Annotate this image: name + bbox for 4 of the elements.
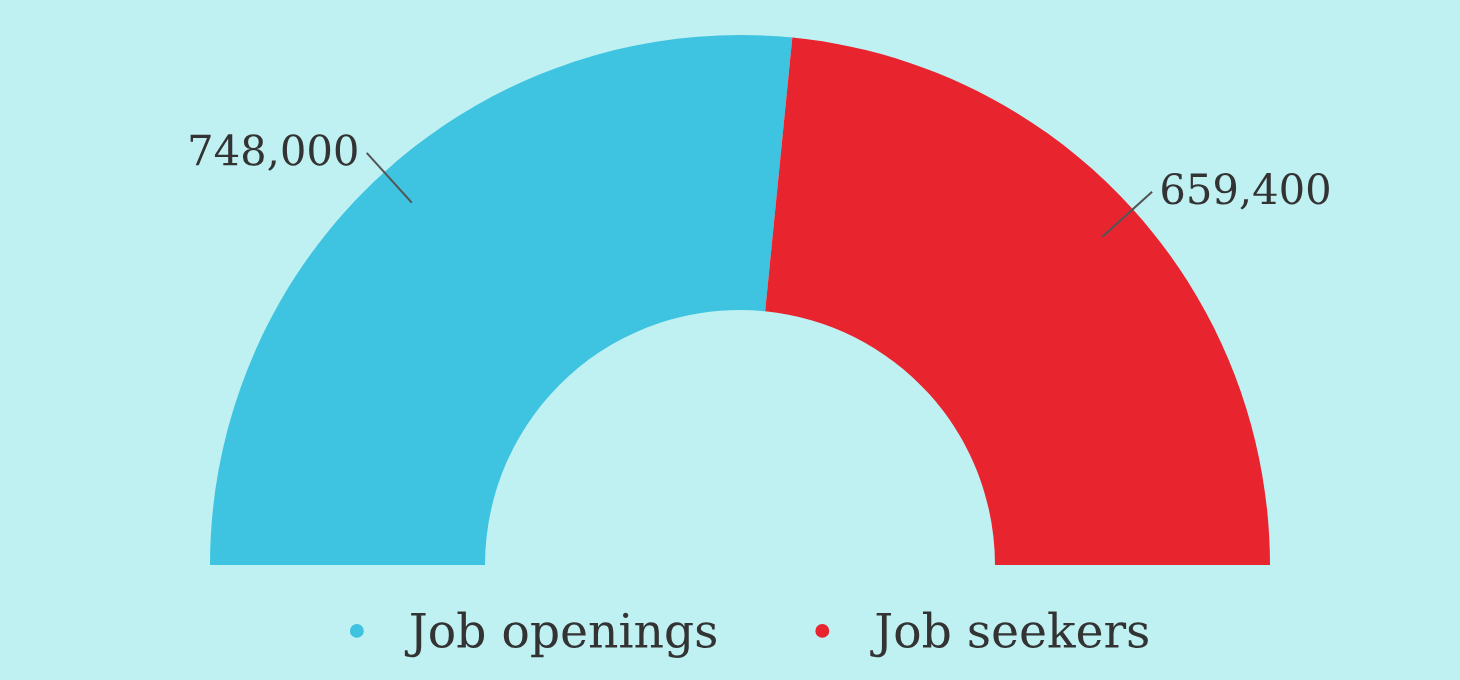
data-label: 659,400 [1162,173,1329,210]
legend-label: Job openings [404,611,716,658]
legend-label: Job seekers [870,611,1148,658]
data-label: 748,000 [190,134,357,171]
